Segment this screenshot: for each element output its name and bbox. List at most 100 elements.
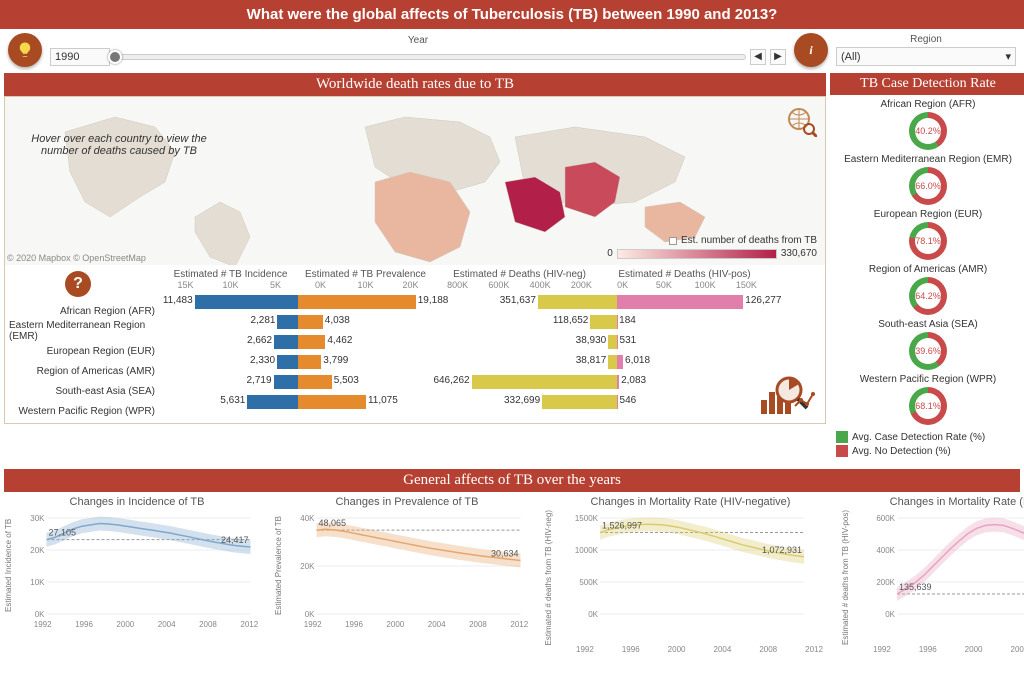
- ip-bar-row[interactable]: 11,483 19,188: [163, 292, 433, 312]
- main-grid: Worldwide death rates due to TB: [0, 73, 1024, 467]
- trend-chart[interactable]: Changes in Mortality Rate (HIV-negative)…: [544, 496, 837, 654]
- svg-text:135,639: 135,639: [899, 582, 932, 592]
- deaths-bar-row[interactable]: 118,652 184: [437, 312, 767, 332]
- deaths-pos-header: Estimated # Deaths (HIV-pos): [602, 269, 767, 280]
- deaths-bar-row[interactable]: 332,699 546: [437, 392, 767, 412]
- year-slider-track[interactable]: [114, 54, 746, 60]
- svg-text:27,105: 27,105: [49, 528, 77, 538]
- detection-title: TB Case Detection Rate: [830, 73, 1024, 95]
- svg-text:0K: 0K: [305, 610, 315, 619]
- legend-detected-label: Avg. Case Detection Rate (%): [852, 432, 985, 443]
- page-title-text: What were the global affects of Tubercul…: [247, 6, 778, 23]
- deaths-bar-row[interactable]: 38,930 531: [437, 332, 767, 352]
- trend-charts-row: Changes in Incidence of TB Estimated Inc…: [0, 492, 1024, 658]
- trend-chart[interactable]: Changes in Mortality Rate (HIV-positive)…: [841, 496, 1024, 654]
- region-filter: Region (All) ▾: [836, 34, 1016, 66]
- svg-text:1500K: 1500K: [575, 514, 599, 523]
- svg-text:1000K: 1000K: [575, 546, 599, 555]
- svg-text:200K: 200K: [876, 578, 895, 587]
- map-legend-title: Est. number of deaths from TB: [681, 235, 817, 246]
- svg-text:1,072,931: 1,072,931: [762, 545, 802, 555]
- detection-donut[interactable]: Eastern Mediterranean Region (EMR) 66.0%: [844, 154, 1012, 205]
- page-title: What were the global affects of Tubercul…: [0, 0, 1024, 29]
- svg-text:i: i: [809, 43, 813, 57]
- detection-donut[interactable]: Western Pacific Region (WPR) 68.1%: [860, 374, 997, 425]
- svg-text:40K: 40K: [300, 514, 315, 523]
- svg-text:0K: 0K: [588, 610, 598, 619]
- deaths-bar-row[interactable]: 351,637 126,277: [437, 292, 767, 312]
- year-next-button[interactable]: ▶: [770, 49, 786, 65]
- region-filter-label: Region: [910, 34, 942, 45]
- map-legend: Est. number of deaths from TB 0 330,670: [607, 235, 817, 259]
- region-select[interactable]: (All) ▾: [836, 47, 1016, 66]
- svg-text:48,065: 48,065: [319, 518, 347, 528]
- globe-search-icon: [785, 105, 817, 137]
- region-label: South-east Asia (SEA): [9, 381, 159, 401]
- region-label: Eastern Mediterranean Region (EMR): [9, 321, 159, 341]
- svg-text:10K: 10K: [30, 578, 45, 587]
- chart-magnify-icon: [759, 372, 819, 419]
- trend-chart[interactable]: Changes in Incidence of TB Estimated Inc…: [4, 496, 270, 654]
- detection-card: TB Case Detection Rate African Region (A…: [830, 73, 1024, 463]
- svg-text:30K: 30K: [30, 514, 45, 523]
- detection-donut[interactable]: Region of Americas (AMR) 64.2%: [869, 264, 987, 315]
- ip-bar-row[interactable]: 5,631 11,075: [163, 392, 433, 412]
- chevron-down-icon: ▾: [1005, 50, 1011, 63]
- legend-swatch-green: [836, 431, 848, 443]
- incidence-header: Estimated # TB Incidence: [163, 269, 298, 280]
- svg-text:500K: 500K: [579, 578, 598, 587]
- detection-donut[interactable]: European Region (EUR) 78.1%: [874, 209, 982, 260]
- svg-text:0K: 0K: [35, 610, 45, 619]
- deaths-bar-row[interactable]: 38,817 6,018: [437, 352, 767, 372]
- svg-text:24,417: 24,417: [221, 535, 249, 545]
- map-card: Hover over each country to view the numb…: [4, 96, 826, 424]
- map-hover-tip: Hover over each country to view the numb…: [19, 133, 219, 157]
- map-legend-gradient: [617, 249, 777, 259]
- region-label: Western Pacific Region (WPR): [9, 401, 159, 421]
- region-labels-col: ? African Region (AFR)Eastern Mediterran…: [9, 269, 159, 421]
- question-icon[interactable]: ?: [65, 271, 91, 297]
- ip-bar-row[interactable]: 2,719 5,503: [163, 372, 433, 392]
- region-label: Region of Americas (AMR): [9, 361, 159, 381]
- detection-legend: Avg. Case Detection Rate (%) Avg. No Det…: [830, 427, 1024, 463]
- ip-bar-row[interactable]: 2,281 4,038: [163, 312, 433, 332]
- map-attribution: © 2020 Mapbox © OpenStreetMap: [7, 253, 146, 263]
- detection-donut[interactable]: African Region (AFR) 40.2%: [880, 99, 975, 150]
- world-map[interactable]: Hover over each country to view the numb…: [5, 97, 825, 265]
- svg-text:20K: 20K: [30, 546, 45, 555]
- region-label: African Region (AFR): [9, 301, 159, 321]
- detection-donuts: African Region (AFR) 40.2% Eastern Medit…: [830, 95, 1024, 427]
- region-label: European Region (EUR): [9, 341, 159, 361]
- region-select-value: (All): [841, 51, 861, 63]
- prevalence-header: Estimated # TB Prevalence: [298, 269, 433, 280]
- left-column: Worldwide death rates due to TB: [4, 73, 826, 463]
- year-prev-button[interactable]: ◀: [750, 49, 766, 65]
- legend-not-label: Avg. No Detection (%): [852, 446, 951, 457]
- region-bars: ? African Region (AFR)Eastern Mediterran…: [5, 265, 825, 423]
- ip-bar-row[interactable]: 2,662 4,462: [163, 332, 433, 352]
- svg-text:20K: 20K: [300, 562, 315, 571]
- bottom-section-title: General affects of TB over the years: [4, 469, 1020, 492]
- legend-swatch-red: [836, 445, 848, 457]
- info-icon[interactable]: i: [794, 33, 828, 67]
- deaths-bar-row[interactable]: 646,262 2,083: [437, 372, 767, 392]
- detection-donut[interactable]: South-east Asia (SEA) 39.6%: [878, 319, 978, 370]
- svg-text:0K: 0K: [885, 610, 895, 619]
- map-section-title: Worldwide death rates due to TB: [4, 73, 826, 96]
- ip-bar-row[interactable]: 2,330 3,799: [163, 352, 433, 372]
- trend-chart[interactable]: Changes in Prevalence of TB Estimated Pr…: [274, 496, 540, 654]
- deaths-neg-header: Estimated # Deaths (HIV-neg): [437, 269, 602, 280]
- svg-text:30,634: 30,634: [491, 549, 519, 559]
- svg-text:600K: 600K: [876, 514, 895, 523]
- map-legend-min: 0: [607, 248, 613, 259]
- svg-text:1,526,997: 1,526,997: [602, 521, 642, 531]
- year-slider-label: Year: [408, 35, 428, 46]
- year-slider: Year 1990 ◀ ▶: [50, 35, 786, 66]
- year-value-box[interactable]: 1990: [50, 48, 110, 66]
- incidence-prevalence-col: Estimated # TB Incidence Estimated # TB …: [163, 269, 433, 421]
- lightbulb-icon[interactable]: [8, 33, 42, 67]
- controls-row: Year 1990 ◀ ▶ i Region (All) ▾: [0, 29, 1024, 73]
- year-slider-thumb[interactable]: [108, 50, 122, 64]
- map-legend-max: 330,670: [781, 248, 817, 259]
- deaths-col: Estimated # Deaths (HIV-neg) Estimated #…: [437, 269, 767, 421]
